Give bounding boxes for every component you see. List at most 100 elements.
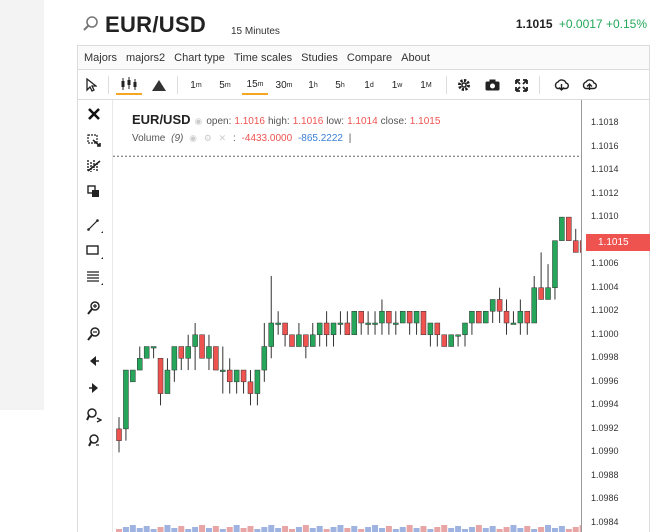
volume-bar [178, 526, 185, 532]
candle [254, 369, 261, 406]
zoom-fit-icon[interactable] [86, 407, 104, 425]
scroll-left-icon[interactable] [86, 353, 104, 371]
candle [510, 311, 517, 325]
candle [213, 346, 219, 371]
candle [469, 310, 475, 335]
volume-bar [565, 529, 572, 532]
candle [150, 346, 157, 359]
volume-remove-icon[interactable]: ✕ [218, 133, 227, 143]
left-side-panel [0, 0, 44, 410]
volume-bar [434, 527, 441, 532]
volume-bar [129, 525, 136, 532]
price-tick-label: 1.1012 [591, 187, 619, 198]
mountain-icon[interactable] [148, 75, 170, 95]
upload-icon[interactable] [580, 75, 598, 95]
price-tick-label: 1.0996 [591, 375, 619, 386]
fibonacci-icon[interactable] [86, 158, 104, 176]
download-icon[interactable] [552, 75, 570, 95]
period-15m[interactable]: 15 m [242, 75, 268, 95]
legend-volume-sep: | [348, 133, 352, 144]
volume-bar [268, 525, 275, 532]
legend-volume-1: -4433.0000 [241, 133, 293, 144]
candle [316, 322, 323, 347]
menu-about[interactable]: About [401, 51, 430, 64]
price-change-pct: +0.15% [605, 17, 647, 31]
legend-volume-param: (9) [171, 133, 184, 144]
quote-summary: 1.1015 +0.0017 +0.15% [516, 17, 647, 31]
menu-compare[interactable]: Compare [346, 51, 393, 64]
crosshair-icon[interactable] [86, 132, 104, 150]
candle [358, 310, 364, 335]
price-axis[interactable]: 1.10181.10161.10141.10121.10101.10081.10… [581, 100, 650, 532]
volume-bar [531, 529, 538, 532]
candle [434, 322, 441, 347]
menu-chart-type[interactable]: Chart type [174, 51, 225, 64]
volume-bar [171, 528, 178, 532]
candle [164, 358, 171, 394]
lines-icon[interactable] [86, 268, 104, 286]
volume-bar [295, 527, 302, 532]
candle [116, 417, 122, 453]
price-tick-label: 1.1014 [591, 164, 619, 175]
menu-studies[interactable]: Studies [301, 51, 338, 64]
candle [337, 311, 344, 335]
volume-bar [420, 526, 427, 532]
menu-time-scales[interactable]: Time scales [233, 51, 293, 64]
camera-icon[interactable] [483, 75, 501, 95]
volume-bar [496, 529, 503, 532]
reset-zoom-icon[interactable] [86, 433, 104, 451]
rectangle-icon[interactable] [86, 242, 104, 260]
legend-low: 1.1014 [347, 116, 378, 127]
price-tick-label: 1.0994 [591, 399, 619, 410]
price-tick-label: 1.0984 [591, 517, 619, 527]
volume-settings-icon[interactable]: ⚙ [203, 133, 212, 143]
chart-plot-area[interactable] [112, 100, 581, 532]
candle [455, 334, 461, 347]
zoom-out-icon[interactable] [86, 326, 104, 344]
volume-bar [365, 527, 372, 532]
close-icon[interactable] [86, 106, 104, 124]
gear-icon[interactable] [455, 75, 473, 95]
volume-eye-icon[interactable]: ◉ [189, 133, 198, 143]
price-tick-label: 1.0988 [591, 469, 619, 480]
candle [489, 299, 496, 323]
volume-bar [122, 527, 129, 532]
candle [524, 310, 531, 335]
period-30m[interactable]: 30 m [275, 79, 293, 91]
menu-majors[interactable]: Majors [84, 51, 118, 64]
candles-icon[interactable] [116, 75, 142, 95]
volume-bar [323, 529, 330, 532]
candle [275, 311, 281, 335]
volume-bar [219, 529, 226, 532]
volume-bar [545, 525, 552, 532]
candle [441, 334, 447, 347]
volume-bar [205, 528, 212, 532]
menu-majors2[interactable]: majors2 [126, 51, 166, 64]
cursor-icon[interactable] [82, 75, 100, 95]
candle [365, 311, 371, 335]
zoom-in-icon[interactable] [86, 300, 104, 318]
legend-open-label: open: [206, 116, 232, 127]
volume-bar [185, 529, 192, 532]
search-icon[interactable] [82, 15, 100, 33]
candle [303, 334, 309, 359]
fullscreen-icon[interactable] [512, 75, 530, 95]
symbol-title[interactable]: EUR/USD [105, 12, 207, 37]
volume-bar [164, 525, 171, 532]
legend-high: 1.1016 [292, 116, 324, 127]
trendline-icon[interactable] [86, 216, 104, 234]
volume-bar [378, 528, 385, 532]
volume-bar [475, 525, 482, 532]
volume-bar [462, 529, 468, 532]
scroll-right-icon[interactable] [86, 380, 104, 398]
candle [296, 323, 302, 347]
clone-icon[interactable] [86, 184, 104, 202]
eye-icon[interactable]: ◉ [194, 116, 203, 126]
